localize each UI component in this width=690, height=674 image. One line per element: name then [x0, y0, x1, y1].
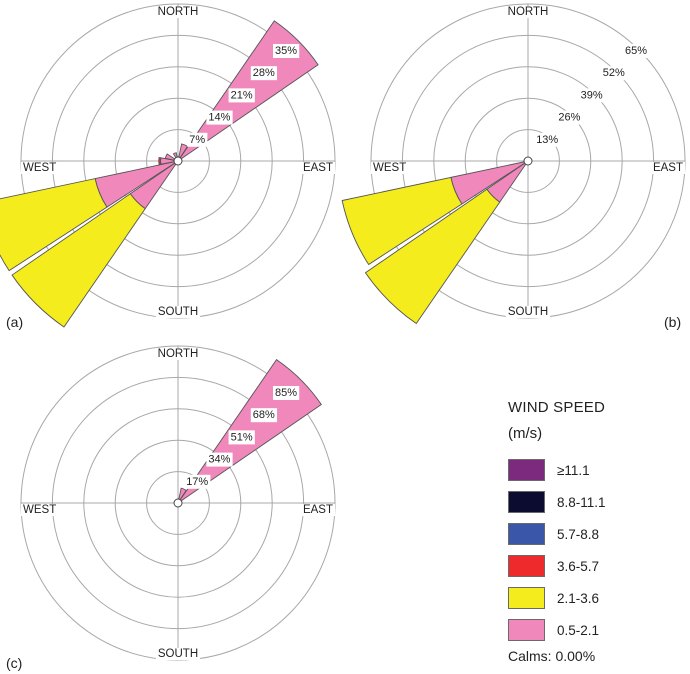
ring-label-bg [250, 66, 278, 81]
legend: WIND SPEED (m/s) ≥11.1 8.8-11.1 5.7-8.8 … [508, 398, 688, 664]
ring-label-5: 35% [275, 45, 297, 57]
legend-swatch [508, 523, 545, 545]
ring-label-bg [250, 408, 278, 423]
ring-label-4: 28% [253, 67, 275, 79]
legend-swatch [508, 555, 545, 577]
direction-label-bg [505, 306, 551, 318]
direction-label-south: SOUTH [508, 306, 548, 318]
direction-label-north: NORTH [158, 348, 199, 360]
direction-label-west: WEST [23, 162, 56, 174]
ring-label-bg [273, 385, 300, 400]
ring-label-2: 14% [208, 112, 230, 124]
direction-label-bg [505, 6, 551, 18]
ring-label-bg [228, 88, 255, 103]
ring-label-bg [206, 452, 233, 467]
ring-label-4: 68% [253, 409, 275, 421]
ring-label-5: 85% [275, 387, 297, 399]
ring-label-bg [623, 43, 650, 58]
ring-label-bg [187, 132, 208, 147]
legend-label: 3.6-5.7 [557, 558, 600, 574]
legend-item-5-7-8-8: 5.7-8.8 [508, 518, 688, 550]
ring-label-1: 7% [189, 134, 205, 146]
direction-label-bg [650, 162, 685, 174]
ring-label-bg [600, 66, 628, 81]
legend-item-2-1-3-6: 2.1-3.6 [508, 582, 688, 614]
calm-circle [523, 156, 533, 166]
ring-label-bg [534, 132, 561, 147]
ring-label-1: 17% [186, 476, 208, 488]
legend-swatch [508, 619, 545, 641]
legend-label: 0.5-2.1 [557, 622, 600, 638]
legend-item-3-6-5-7: 3.6-5.7 [508, 550, 688, 582]
legend-label: 2.1-3.6 [557, 590, 600, 606]
ring-label-bg [184, 474, 211, 489]
direction-label-south: SOUTH [158, 306, 198, 318]
direction-label-west: WEST [23, 504, 56, 516]
legend-units: (m/s) [508, 425, 543, 442]
legend-item-11-1-plus: ≥11.1 [508, 454, 688, 486]
petal-225-band-1 [11, 193, 146, 328]
panel-label: (a) [6, 314, 23, 330]
ring-label-bg [578, 88, 605, 103]
ring-label-1: 13% [536, 134, 558, 146]
calms-text: Calms: 0.00% [508, 648, 596, 664]
direction-label-north: NORTH [158, 6, 199, 18]
petal-270-band-1 [158, 156, 162, 166]
direction-label-bg [155, 348, 201, 360]
ring-label-2: 26% [558, 112, 580, 124]
legend-item-8-8-11-1: 8.8-11.1 [508, 486, 688, 518]
petal-247.5-band-1 [341, 176, 463, 266]
legend-title: WIND SPEED [508, 399, 606, 416]
direction-label-bg [155, 6, 201, 18]
petal-247.5-band-1 [0, 178, 108, 272]
legend-label: 8.8-11.1 [557, 494, 606, 510]
ring-label-5: 65% [625, 45, 647, 57]
ring-label-bg [556, 110, 583, 125]
ring-label-bg [206, 110, 233, 125]
direction-label-bg [21, 504, 59, 516]
direction-label-east: EAST [653, 162, 683, 174]
legend-label: ≥11.1 [557, 462, 590, 478]
calm-circle [173, 156, 183, 166]
direction-label-bg [155, 306, 201, 318]
ring-label-bg [273, 43, 300, 58]
legend-label: 5.7-8.8 [557, 526, 600, 542]
panel-label: (b) [664, 314, 681, 330]
legend-item-0-5-2-1: 0.5-2.1 [508, 614, 688, 646]
ring-label-bg [228, 430, 255, 445]
direction-label-bg [155, 648, 201, 660]
direction-label-east: EAST [303, 162, 333, 174]
direction-label-bg [371, 162, 409, 174]
calm-circle [173, 498, 183, 508]
petal-225-band-1 [364, 188, 501, 325]
ring-label-2: 34% [208, 454, 230, 466]
wind-rose-1: 7%14%21%28%35% NORTH SOUTH EAST WEST (a) [0, 3, 336, 330]
direction-label-bg [300, 504, 335, 516]
direction-label-north: NORTH [508, 6, 549, 18]
ring-label-3: 51% [231, 431, 253, 443]
direction-label-bg [21, 162, 59, 174]
direction-label-bg [300, 162, 335, 174]
legend-swatch [508, 587, 545, 609]
ring-label-4: 52% [603, 67, 625, 79]
legend-swatch [508, 491, 545, 513]
ring-label-3: 39% [581, 89, 603, 101]
legend-swatch [508, 459, 545, 481]
panel-label: (c) [6, 655, 22, 671]
wind-rose-2: 13%26%39%52%65% NORTH SOUTH EAST WEST (b) [341, 3, 686, 330]
direction-label-west: WEST [373, 162, 406, 174]
wind-rose-3: 17%34%51%68%85% NORTH SOUTH EAST WEST (c) [6, 345, 336, 671]
direction-label-east: EAST [303, 504, 333, 516]
direction-label-south: SOUTH [158, 648, 198, 660]
ring-label-3: 21% [231, 89, 253, 101]
